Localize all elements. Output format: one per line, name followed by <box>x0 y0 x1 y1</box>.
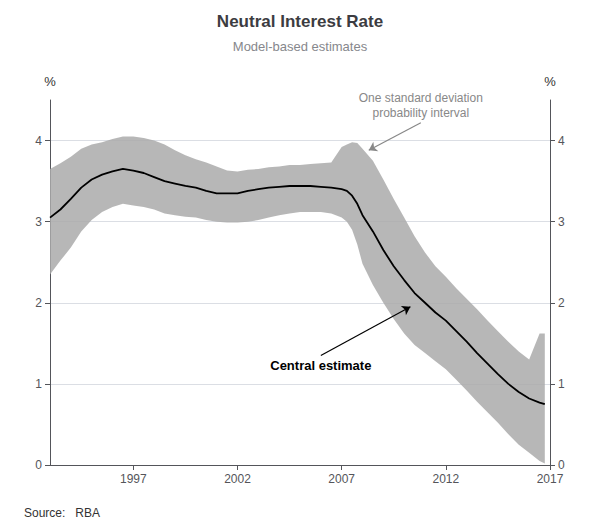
svg-text:Model-based estimates: Model-based estimates <box>233 39 368 54</box>
svg-text:2: 2 <box>558 296 565 310</box>
svg-text:0: 0 <box>558 458 565 472</box>
svg-text:Central estimate: Central estimate <box>270 358 371 373</box>
svg-text:4: 4 <box>558 134 565 148</box>
svg-text:%: % <box>44 74 56 89</box>
svg-text:Neutral Interest Rate: Neutral Interest Rate <box>217 12 383 31</box>
svg-text:One standard deviation: One standard deviation <box>359 91 483 105</box>
svg-text:1: 1 <box>35 377 42 391</box>
svg-text:%: % <box>544 74 556 89</box>
svg-text:2: 2 <box>35 296 42 310</box>
svg-text:3: 3 <box>35 215 42 229</box>
svg-text:2017: 2017 <box>537 472 564 486</box>
svg-text:probability interval: probability interval <box>372 106 469 120</box>
svg-text:2002: 2002 <box>224 472 251 486</box>
svg-text:1997: 1997 <box>120 472 147 486</box>
svg-text:Source: RBA: Source: RBA <box>24 506 100 520</box>
svg-text:3: 3 <box>558 215 565 229</box>
svg-text:4: 4 <box>35 134 42 148</box>
svg-text:2007: 2007 <box>328 472 355 486</box>
svg-text:2012: 2012 <box>432 472 459 486</box>
svg-text:0: 0 <box>35 458 42 472</box>
svg-text:1: 1 <box>558 377 565 391</box>
